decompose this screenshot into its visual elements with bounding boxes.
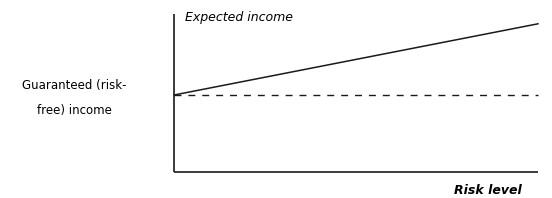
Text: free) income: free) income	[37, 104, 112, 117]
Text: Risk level: Risk level	[454, 184, 522, 197]
Text: Expected income: Expected income	[185, 11, 293, 24]
Text: Guaranteed (risk-: Guaranteed (risk-	[22, 79, 127, 92]
